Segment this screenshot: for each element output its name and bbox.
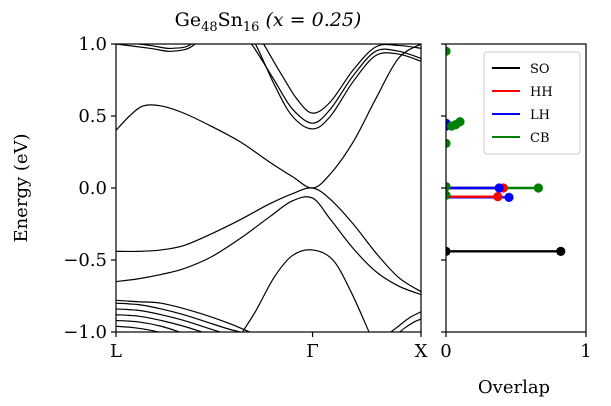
- y-axis-label: Energy (eV): [11, 133, 32, 242]
- y-tick-label: −0.5: [63, 250, 107, 271]
- band-line: [116, 44, 421, 124]
- band-lines: [116, 44, 421, 332]
- band-line: [262, 44, 421, 114]
- band-line: [116, 308, 222, 332]
- legend-label: LH: [530, 108, 550, 123]
- y-tick-label: 0.0: [78, 178, 107, 199]
- y-tick-label: 0.5: [78, 106, 107, 127]
- band-line: [116, 319, 182, 332]
- overlap-marker: [446, 46, 451, 56]
- main-plot-frame: [115, 43, 422, 333]
- overlap-marker: [446, 181, 451, 192]
- band-line: [242, 249, 370, 332]
- chart-title: Ge48Sn16 (x = 0.25): [175, 9, 362, 35]
- band-line: [116, 196, 421, 296]
- title-sub-48: 48: [201, 20, 218, 35]
- y-tick-label: −1.0: [63, 322, 107, 343]
- y-tick-label: 1.0: [78, 34, 107, 55]
- overlap-marker: [446, 138, 451, 148]
- x-tick-label: X: [415, 341, 428, 362]
- band-line: [389, 311, 421, 332]
- overlap-marker: [446, 190, 451, 200]
- overlap-marker: [455, 117, 465, 127]
- overlap-marker: [446, 246, 451, 256]
- band-line: [116, 314, 204, 332]
- overlap-axis-label: Overlap: [478, 377, 550, 398]
- legend-label: CB: [530, 131, 550, 146]
- overlap-marker: [494, 183, 504, 193]
- band-line: [116, 302, 243, 332]
- title-ge: Ge: [175, 9, 201, 31]
- title-sub-16: 16: [243, 20, 260, 35]
- band-line: [116, 325, 162, 332]
- legend-label: HH: [530, 85, 553, 100]
- overlap-marker: [556, 246, 566, 256]
- band-line: [133, 44, 421, 130]
- main-y-ticks: −1.0 −0.5 0.0 0.5 1.0: [63, 34, 116, 343]
- band-line: [116, 299, 252, 332]
- band-line: [116, 44, 421, 189]
- overlap-marker: [533, 183, 544, 193]
- title-tail: (x = 0.25): [259, 9, 361, 31]
- band-line: [116, 187, 421, 293]
- overlap-markers: [446, 46, 566, 256]
- overlap-y-ticks: [441, 43, 446, 333]
- title-sn: Sn: [218, 9, 243, 31]
- legend: SO HH LH CB: [483, 51, 581, 155]
- overlap-x-tick-label: 1: [580, 341, 591, 362]
- legend-box: [483, 51, 581, 155]
- overlap-marker: [504, 192, 514, 202]
- x-tick-label: Γ: [306, 341, 319, 362]
- legend-label: SO: [530, 62, 550, 77]
- overlap-x-tick-label: 0: [440, 341, 451, 362]
- x-tick-label: L: [110, 341, 122, 362]
- overlap-marker: [493, 192, 503, 202]
